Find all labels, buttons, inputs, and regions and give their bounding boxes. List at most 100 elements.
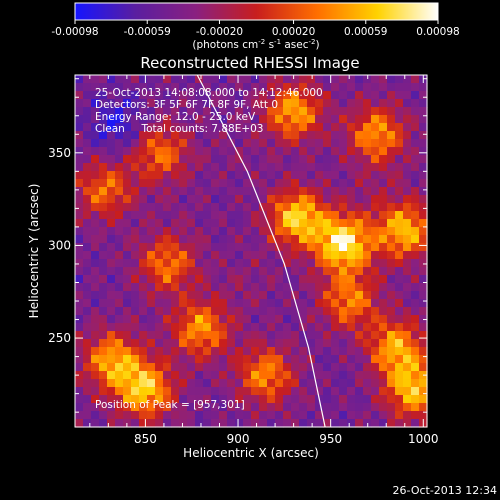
heatmap-cell xyxy=(219,155,228,164)
heatmap-cell xyxy=(283,403,292,412)
heatmap-cell xyxy=(195,187,204,196)
heatmap-cell xyxy=(139,203,148,212)
heatmap-cell xyxy=(275,347,284,356)
heatmap-cell xyxy=(379,355,388,364)
heatmap-cell xyxy=(187,227,196,236)
heatmap-cell xyxy=(99,283,108,292)
heatmap-cell xyxy=(203,275,212,284)
heatmap-cell xyxy=(91,219,100,228)
heatmap-cell xyxy=(315,155,324,164)
heatmap-cell xyxy=(387,283,396,292)
heatmap-cell xyxy=(403,267,412,276)
heatmap-cell xyxy=(99,251,108,260)
heatmap-cell xyxy=(187,411,196,420)
heatmap-cell xyxy=(403,139,412,148)
heatmap-cell xyxy=(227,131,236,140)
heatmap-cell xyxy=(275,419,284,428)
heatmap-cell xyxy=(163,267,172,276)
heatmap-cell xyxy=(227,363,236,372)
heatmap-cell xyxy=(203,339,212,348)
heatmap-cell xyxy=(331,179,340,188)
heatmap-cell xyxy=(419,291,428,300)
heatmap-cell xyxy=(403,211,412,220)
heatmap-cell xyxy=(419,395,428,404)
heatmap-cell xyxy=(187,211,196,220)
heatmap-cell xyxy=(123,379,132,388)
heatmap-cell xyxy=(147,387,156,396)
heatmap-cell xyxy=(403,203,412,212)
heatmap-cell xyxy=(115,75,124,84)
heatmap-cell xyxy=(203,355,212,364)
heatmap-cell xyxy=(147,267,156,276)
heatmap-cell xyxy=(227,235,236,244)
heatmap-cell xyxy=(123,347,132,356)
heatmap-cell xyxy=(363,395,372,404)
heatmap-cell xyxy=(275,115,284,124)
heatmap-cell xyxy=(219,299,228,308)
heatmap-cell xyxy=(195,211,204,220)
heatmap-cell xyxy=(131,371,140,380)
heatmap-cell xyxy=(107,243,116,252)
heatmap-cell xyxy=(211,203,220,212)
heatmap-cell xyxy=(211,139,220,148)
heatmap-cell xyxy=(307,147,316,156)
heatmap-cell xyxy=(83,99,92,108)
heatmap-cell xyxy=(139,147,148,156)
heatmap-cell xyxy=(235,363,244,372)
heatmap-cell xyxy=(171,123,180,132)
heatmap-cell xyxy=(299,115,308,124)
x-tick-label: 850 xyxy=(134,432,157,446)
heatmap-cell xyxy=(259,123,268,132)
heatmap-cell xyxy=(379,83,388,92)
heatmap-cell xyxy=(187,323,196,332)
heatmap-cell xyxy=(403,291,412,300)
heatmap-cell xyxy=(339,91,348,100)
heatmap-cell xyxy=(99,163,108,172)
heatmap-cell xyxy=(107,291,116,300)
heatmap-cell xyxy=(339,387,348,396)
heatmap-cell xyxy=(83,339,92,348)
heatmap-cell xyxy=(339,171,348,180)
heatmap-cell xyxy=(115,91,124,100)
heatmap-cell xyxy=(83,371,92,380)
heatmap-cell xyxy=(179,259,188,268)
heatmap-cell xyxy=(115,379,124,388)
heatmap-cell xyxy=(403,171,412,180)
heatmap-cell xyxy=(363,267,372,276)
heatmap-cell xyxy=(211,99,220,108)
heatmap-cell xyxy=(363,171,372,180)
heatmap-cell xyxy=(283,387,292,396)
heatmap-cell xyxy=(83,131,92,140)
heatmap-cell xyxy=(355,355,364,364)
heatmap-cell xyxy=(307,363,316,372)
heatmap-cell xyxy=(259,355,268,364)
heatmap-cell xyxy=(115,203,124,212)
heatmap-cell xyxy=(251,195,260,204)
heatmap-cell xyxy=(123,227,132,236)
heatmap-cell xyxy=(83,243,92,252)
heatmap-cell xyxy=(75,347,84,356)
heatmap-cell xyxy=(395,323,404,332)
heatmap-cell xyxy=(403,123,412,132)
heatmap-cell xyxy=(251,267,260,276)
heatmap-cell xyxy=(275,139,284,148)
heatmap-cell xyxy=(171,99,180,108)
heatmap-cell xyxy=(387,83,396,92)
heatmap-cell xyxy=(315,291,324,300)
heatmap-cell xyxy=(315,275,324,284)
heatmap-cell xyxy=(163,347,172,356)
colorbar: -0.00098 -0.00059 -0.00020 0.00020 0.00059 0.… xyxy=(51,2,460,51)
heatmap-cell xyxy=(347,155,356,164)
heatmap-cell xyxy=(147,259,156,268)
heatmap-cell xyxy=(371,99,380,108)
heatmap-cell xyxy=(83,179,92,188)
heatmap-cell xyxy=(395,91,404,100)
heatmap-cell xyxy=(283,171,292,180)
heatmap-cell xyxy=(203,251,212,260)
heatmap-cell xyxy=(419,147,428,156)
heatmap-cell xyxy=(291,179,300,188)
heatmap-cell xyxy=(315,411,324,420)
x-tick-label: 1000 xyxy=(408,432,439,446)
heatmap-cell xyxy=(259,387,268,396)
heatmap-cell xyxy=(163,99,172,108)
